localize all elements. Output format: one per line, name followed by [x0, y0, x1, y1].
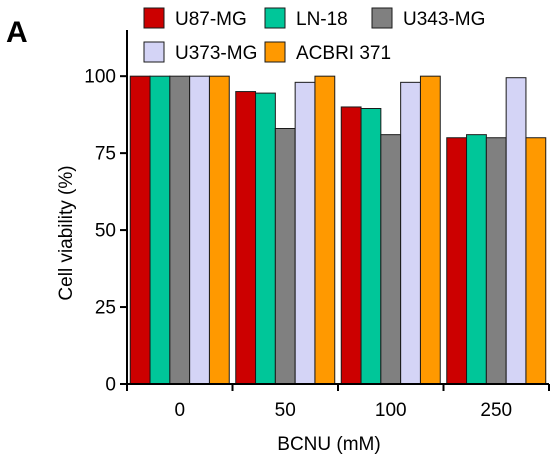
- panel-label: A: [6, 16, 28, 49]
- bar-u87-mg-100: [340, 106, 362, 385]
- bar-ln-18-50: [255, 92, 276, 385]
- bar-u343-mg-100: [380, 134, 402, 385]
- bar-u343-mg-50: [274, 128, 296, 385]
- legend: U87-MG LN-18 U343-MG U373-MG ACBRI 371: [143, 7, 485, 64]
- y-tick-label: 0: [105, 375, 116, 396]
- y-tick-label: 50: [95, 221, 116, 242]
- bar-ln-18-250: [466, 134, 487, 385]
- bar-u373-mg-50: [294, 81, 316, 385]
- bar-ln-18-0: [149, 75, 171, 385]
- legend-label-acbri-371: ACBRI 371: [296, 43, 391, 64]
- x-tick-label: 0: [174, 400, 185, 421]
- bar-acbri-371-0: [208, 75, 230, 385]
- legend-swatch-u373-mg: [143, 41, 165, 63]
- x-tick-label: 250: [480, 400, 512, 421]
- bars: [129, 75, 547, 385]
- x-tick-label: 50: [275, 400, 296, 421]
- y-axis-label: Cell viability (%): [56, 165, 77, 300]
- legend-label-ln-18: LN-18: [296, 9, 348, 30]
- bar-u87-mg-0: [129, 75, 151, 385]
- legend-swatch-u87-mg: [143, 7, 165, 29]
- x-tick-label: 100: [375, 400, 407, 421]
- bar-u373-mg-0: [189, 75, 210, 385]
- legend-label-u373-mg: U373-MG: [175, 43, 257, 64]
- bar-acbri-371-250: [525, 137, 547, 385]
- legend-swatch-acbri-371: [264, 41, 286, 63]
- axes: 0 25 50 75 100 0 50 100 250: [84, 30, 550, 421]
- bar-acbri-371-100: [419, 75, 441, 385]
- legend-swatch-u343-mg: [371, 7, 393, 29]
- y-tick-label: 100: [84, 67, 116, 88]
- legend-swatch-ln-18: [264, 7, 286, 29]
- legend-label-u343-mg: U343-MG: [403, 9, 485, 30]
- bar-acbri-371-50: [314, 75, 336, 385]
- bar-ln-18-100: [360, 108, 382, 385]
- y-tick-label: 75: [95, 144, 116, 165]
- x-axis-label: BCNU (mM): [277, 434, 380, 455]
- bar-u373-mg-250: [505, 77, 527, 385]
- y-tick-label: 25: [95, 298, 116, 319]
- bar-u343-mg-0: [169, 75, 191, 385]
- bar-u373-mg-100: [400, 81, 421, 385]
- legend-label-u87-mg: U87-MG: [175, 9, 247, 30]
- bar-u87-mg-50: [235, 91, 257, 385]
- bar-u343-mg-250: [485, 137, 507, 385]
- bar-u87-mg-250: [446, 137, 468, 385]
